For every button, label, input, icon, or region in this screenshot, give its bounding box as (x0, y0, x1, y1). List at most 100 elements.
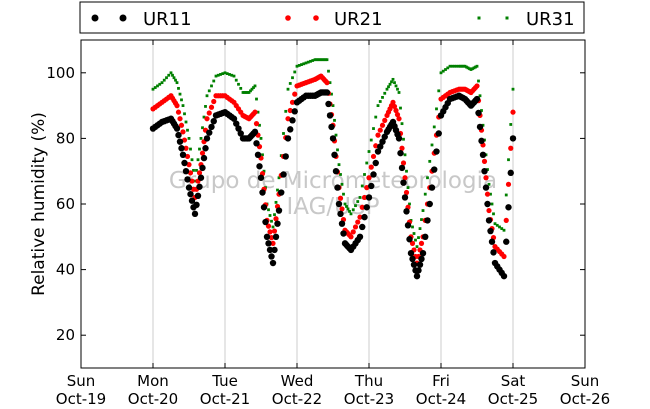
x-tick-label-day: Thu (354, 372, 383, 390)
series-trace-ur21 (268, 235, 275, 241)
data-point-ur11 (335, 200, 343, 208)
series-trace-ur31 (500, 227, 504, 230)
series-trace-ur11 (398, 164, 406, 172)
legend-item-ur31: UR31 (477, 9, 575, 30)
series-trace-ur31 (309, 59, 312, 63)
series-trace-ur11 (280, 171, 287, 178)
series-trace-ur11 (482, 184, 490, 191)
series-trace-ur31 (435, 107, 438, 111)
series-trace-ur11 (503, 238, 510, 245)
series-trace-ur31 (282, 132, 285, 135)
series-trace-ur31 (418, 227, 422, 230)
data-point-ur31 (223, 71, 227, 75)
series-trace-ur31 (171, 73, 174, 77)
series-trace-ur11 (282, 153, 289, 160)
series-trace-ur31 (184, 120, 188, 124)
series-trace-ur31 (390, 80, 393, 84)
data-point-ur31 (313, 58, 317, 62)
data-point-ur11 (275, 207, 283, 214)
series-trace-ur31 (318, 58, 321, 62)
series-trace-ur21 (208, 104, 215, 110)
series-trace-ur31 (348, 209, 351, 213)
series-trace-ur11 (291, 108, 298, 115)
data-point-ur11 (284, 135, 292, 142)
series-trace-ur31 (412, 232, 416, 235)
series-trace-ur31 (399, 106, 402, 110)
series-trace-ur31 (189, 147, 192, 151)
series-trace-ur21 (178, 122, 185, 128)
series-trace-ur11 (287, 126, 294, 133)
series-trace-ur11 (422, 233, 429, 240)
data-point-ur31 (187, 137, 191, 140)
series-trace-ur31 (246, 91, 249, 94)
series-trace-ur11 (361, 213, 368, 221)
series-trace-ur21 (177, 116, 183, 122)
series-trace-ur31 (450, 64, 454, 68)
series-trace-ur11 (271, 246, 278, 254)
x-tick-label-date: Oct-21 (200, 390, 250, 408)
watermark: Grupo de Micrometeorologia IAG/USP (169, 168, 497, 220)
series-trace-ur31 (432, 125, 436, 129)
watermark-line-1: Grupo de Micrometeorologia (169, 168, 497, 194)
series-trace-ur31 (342, 192, 345, 196)
series-trace-ur21 (184, 153, 191, 160)
series-trace-ur31 (333, 118, 336, 122)
series-trace-ur11 (381, 133, 388, 140)
series-trace-ur21 (483, 175, 489, 181)
data-point-ur11 (500, 272, 508, 280)
series-trace-ur11 (332, 168, 340, 175)
data-point-ur21 (357, 214, 363, 220)
series-trace-ur11 (409, 255, 416, 263)
data-point-ur31 (331, 104, 335, 107)
series-trace-ur31 (196, 158, 200, 162)
series-trace-ur31 (183, 112, 186, 116)
series-trace-ur11 (175, 131, 182, 139)
series-trace-ur21 (364, 185, 370, 191)
data-point-ur31 (181, 104, 185, 107)
data-point-ur11 (413, 272, 421, 280)
data-point-ur31 (151, 87, 155, 91)
series-trace-ur31 (234, 78, 238, 82)
series-trace-ur11 (262, 218, 269, 226)
series-trace-ur11 (478, 137, 485, 145)
series-trace-ur11 (424, 217, 431, 224)
series-trace-ur31 (466, 66, 470, 70)
x-tick-label-day: Tue (211, 372, 238, 390)
data-point-ur31 (439, 71, 443, 75)
data-point-ur21 (348, 234, 354, 240)
x-tick-label-day: Sun (571, 372, 600, 390)
series-trace-ur31 (383, 91, 387, 95)
series-trace-ur31 (334, 133, 338, 137)
series-trace-ur31 (492, 212, 495, 216)
series-trace-ur21 (505, 181, 512, 187)
series-trace-ur31 (423, 192, 427, 196)
series-trace-ur31 (165, 76, 168, 80)
y-tick-label: 40 (56, 261, 75, 279)
data-point-ur31 (271, 225, 275, 229)
series-trace-ur31 (378, 100, 382, 103)
series-trace-ur31 (321, 58, 324, 62)
series-trace-ur11 (368, 182, 375, 190)
series-trace-ur31 (369, 138, 373, 142)
series-trace-ur31 (178, 92, 182, 96)
x-tick-label-date: Oct-26 (560, 390, 610, 408)
series-trace-ur31 (256, 110, 260, 114)
series-trace-ur21 (484, 191, 491, 197)
series-trace-ur31 (474, 65, 477, 69)
series-trace-ur11 (274, 220, 281, 227)
series-trace-ur31 (490, 202, 494, 206)
series-trace-ur31 (472, 66, 476, 70)
series-trace-ur31 (478, 94, 482, 98)
series-trace-ur31 (243, 91, 246, 94)
series-trace-ur31 (274, 200, 278, 204)
legend-marker (91, 14, 99, 22)
data-point-ur11 (329, 135, 337, 142)
series-trace-ur31 (394, 84, 398, 88)
series-trace-ur31 (212, 79, 216, 83)
series-trace-ur31 (340, 182, 344, 186)
x-tick-label-date: Oct-22 (272, 390, 322, 408)
series-trace-ur31 (509, 123, 513, 126)
series-trace-ur11 (253, 140, 260, 147)
x-tick-label-date: Oct-25 (488, 390, 538, 408)
